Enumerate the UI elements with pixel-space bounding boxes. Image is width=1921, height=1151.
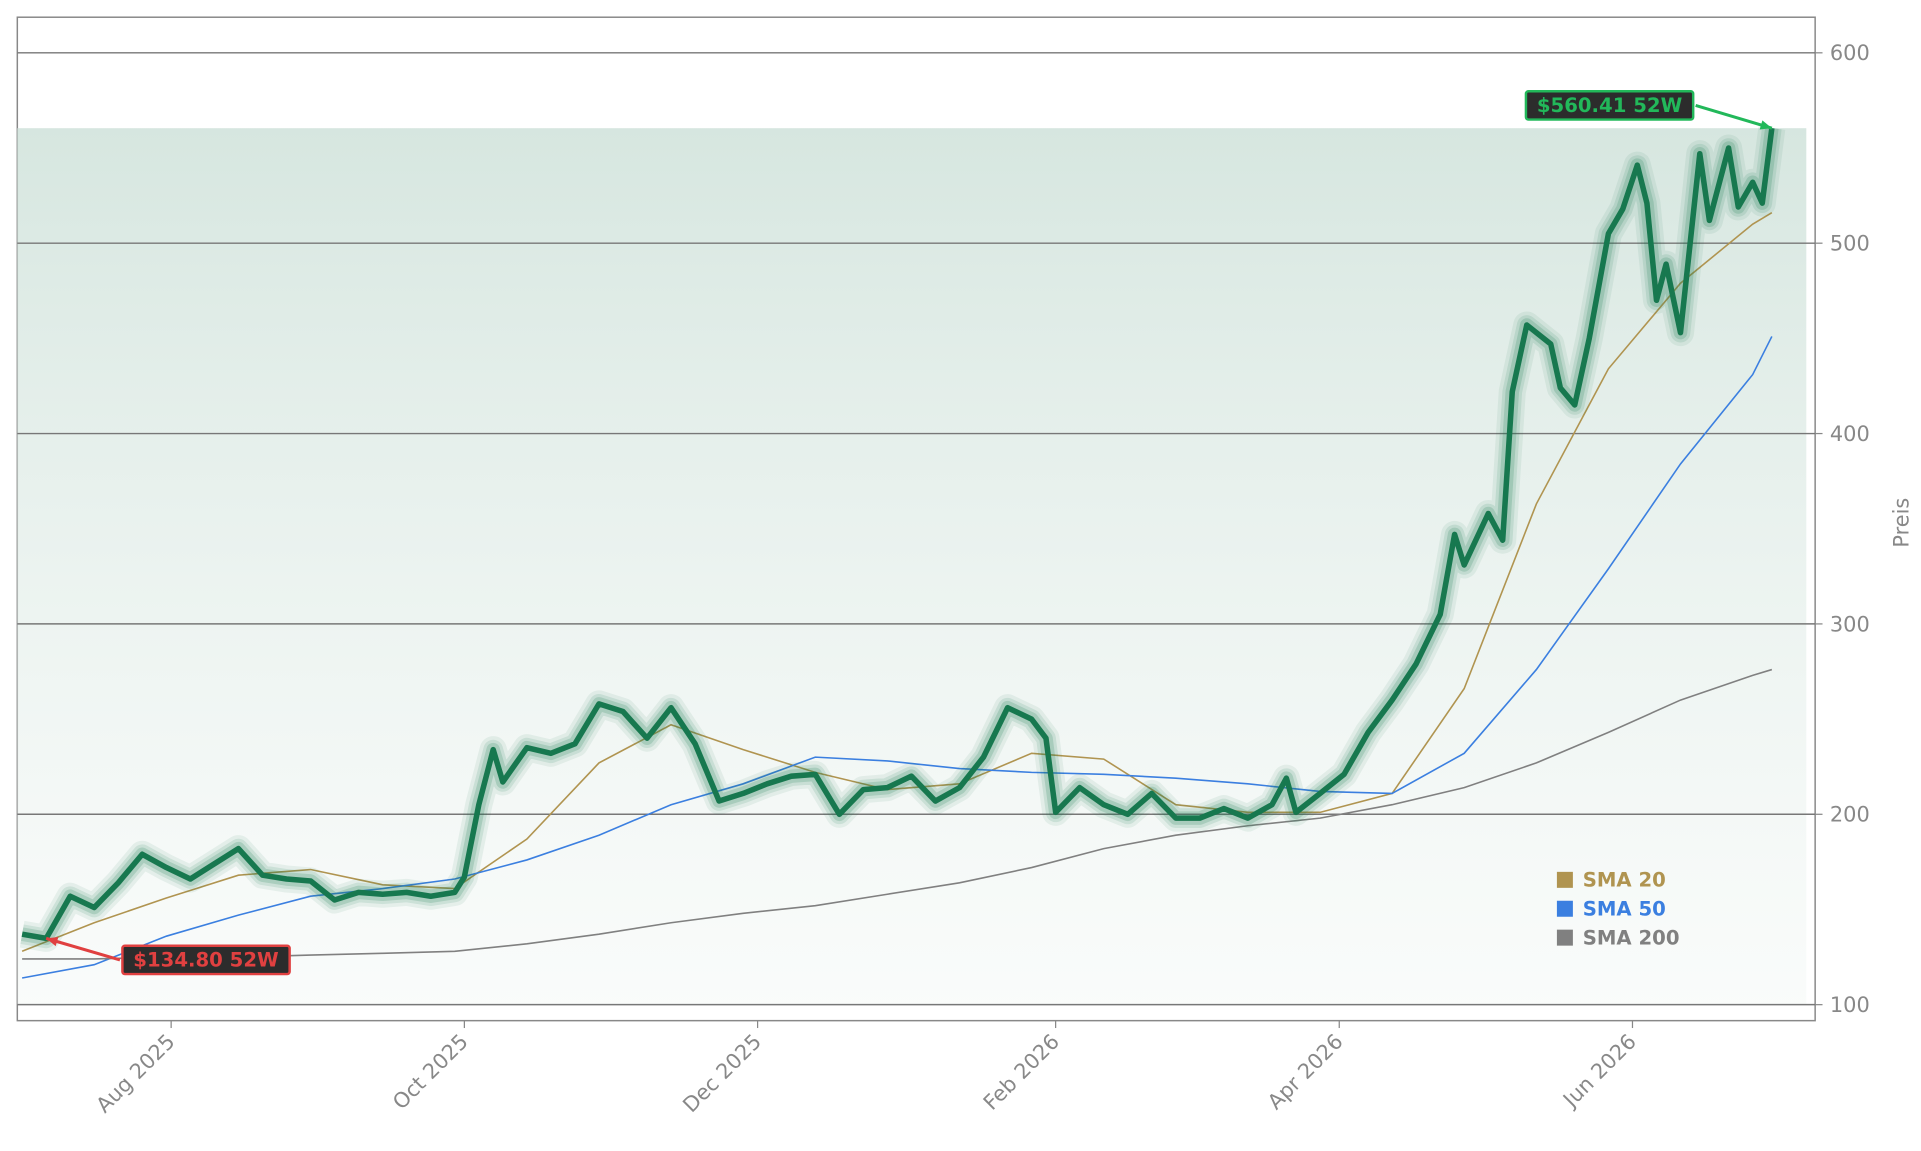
annotation-label: $560.41 52W [1537,94,1683,117]
price-area [17,128,1807,1005]
legend-label: SMA 50 [1583,898,1666,921]
legend-swatch [1556,871,1573,888]
y-tick-label: 500 [1830,232,1870,256]
y-tick-label: 100 [1830,993,1870,1017]
legend-label: SMA 20 [1583,869,1666,892]
y-tick-label: 600 [1830,41,1870,65]
annotation-box [121,944,291,976]
x-tick-label: Jun 2026 [1557,1029,1641,1113]
x-tick-label: Oct 2025 [388,1029,473,1114]
price-line [21,127,1775,942]
x-tick-label: Feb 2026 [979,1029,1064,1114]
y-tick-label: 400 [1830,422,1870,446]
annotation-label: $134.80 52W [133,949,279,972]
legend-swatch [1556,929,1573,946]
y-tick-label: 300 [1830,612,1870,636]
legend-label: SMA 200 [1583,926,1680,949]
sma-line [21,336,1773,979]
y-tick-label: 200 [1830,803,1870,827]
x-tick-label: Dec 2025 [678,1029,766,1117]
sma-line [22,668,1773,960]
annotation-arrow [1695,103,1773,130]
legend-swatch [1556,900,1573,917]
annotation-arrow [45,936,121,962]
x-tick-label: Apr 2026 [1263,1029,1348,1114]
annotation-arrowhead [1759,120,1772,130]
y-axis-label: Preis [1890,498,1914,548]
annotation-arrowhead [46,936,59,947]
x-tick-label: Aug 2025 [91,1029,179,1117]
annotation-box [1524,90,1695,121]
